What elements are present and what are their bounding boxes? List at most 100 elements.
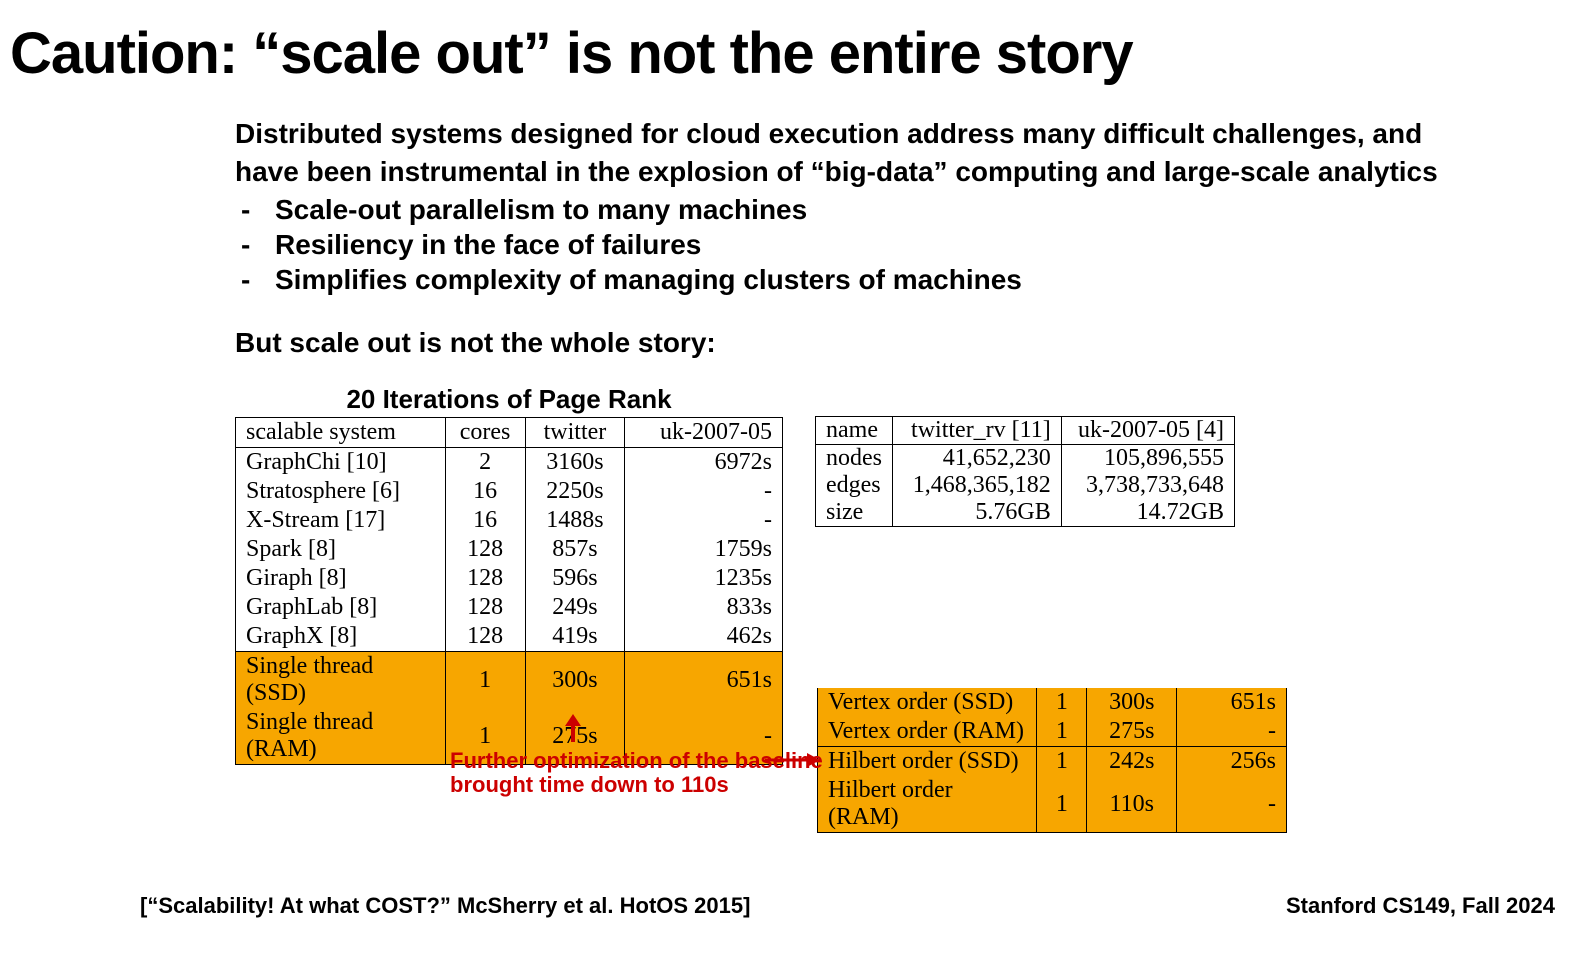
cell-twitter: 1488s — [525, 506, 625, 535]
table-row: X-Stream [17]161488s- — [236, 506, 783, 535]
cell-uk: 14.72GB — [1061, 499, 1234, 527]
cell-uk: - — [625, 506, 783, 535]
cell-cores: 128 — [445, 622, 525, 652]
cell-uk: 6972s — [625, 448, 783, 478]
dash-icon: - — [235, 192, 275, 227]
th-twitter-rv: twitter_rv [11] — [893, 417, 1062, 445]
cell-cores: 128 — [445, 564, 525, 593]
cell-system: Spark [8] — [236, 535, 446, 564]
table-row: Stratosphere [6]162250s- — [236, 477, 783, 506]
bullet-2: Resiliency in the face of failures — [275, 227, 701, 262]
th-cores: cores — [445, 418, 525, 448]
cell-cores: 1 — [1037, 747, 1087, 777]
table-row: Vertex order (SSD)1300s651s — [818, 688, 1287, 717]
main-table-wrap: 20 Iterations of Page Rank scalable syst… — [235, 384, 783, 765]
th-twitter: twitter — [525, 418, 625, 448]
table-row: GraphLab [8]128249s833s — [236, 593, 783, 622]
th-uk-meta: uk-2007-05 [4] — [1061, 417, 1234, 445]
cell-system: Giraph [8] — [236, 564, 446, 593]
intro-line-1: Distributed systems designed for cloud e… — [235, 117, 1585, 151]
cell-twitter: 2250s — [525, 477, 625, 506]
cell-uk: 256s — [1177, 747, 1287, 777]
order-table: Vertex order (SSD)1300s651sVertex order … — [817, 688, 1287, 833]
cell-uk: 1235s — [625, 564, 783, 593]
cell-cores: 16 — [445, 506, 525, 535]
cell-key: nodes — [816, 445, 893, 473]
cell-cores: 128 — [445, 593, 525, 622]
cell-twitter: 242s — [1087, 747, 1177, 777]
intro-line-2: have been instrumental in the explosion … — [235, 155, 1585, 189]
meta-table: name twitter_rv [11] uk-2007-05 [4] node… — [815, 416, 1235, 527]
table-row: edges1,468,365,1823,738,733,648 — [816, 472, 1235, 499]
th-system: scalable system — [236, 418, 446, 448]
cell-system: GraphChi [10] — [236, 448, 446, 478]
main-table: scalable system cores twitter uk-2007-05… — [235, 417, 783, 765]
cell-uk: - — [1177, 776, 1287, 833]
cell-twitter: 300s — [1087, 688, 1177, 717]
meta-table-wrap: name twitter_rv [11] uk-2007-05 [4] node… — [815, 416, 1235, 527]
cell-uk: - — [625, 477, 783, 506]
cell-twitter: 300s — [525, 652, 625, 709]
cell-twitter: 5.76GB — [893, 499, 1062, 527]
cell-uk: 1759s — [625, 535, 783, 564]
cell-system: Hilbert order (RAM) — [818, 776, 1037, 833]
cell-twitter: 1,468,365,182 — [893, 472, 1062, 499]
cell-uk: 105,896,555 — [1061, 445, 1234, 473]
footer-citation: [“Scalability! At what COST?” McSherry e… — [140, 893, 750, 919]
subhead: But scale out is not the whole story: — [235, 327, 1585, 359]
cell-system: GraphLab [8] — [236, 593, 446, 622]
cell-uk: 3,738,733,648 — [1061, 472, 1234, 499]
cell-uk: - — [1177, 717, 1287, 747]
cell-cores: 1 — [1037, 776, 1087, 833]
cell-system: X-Stream [17] — [236, 506, 446, 535]
table-row: Spark [8]128857s1759s — [236, 535, 783, 564]
dash-icon: - — [235, 262, 275, 297]
cell-cores: 128 — [445, 535, 525, 564]
cell-cores: 1 — [1037, 717, 1087, 747]
cell-key: edges — [816, 472, 893, 499]
cell-cores: 2 — [445, 448, 525, 478]
cell-twitter: 249s — [525, 593, 625, 622]
table-row: GraphX [8]128419s462s — [236, 622, 783, 652]
cell-twitter: 419s — [525, 622, 625, 652]
cell-system: GraphX [8] — [236, 622, 446, 652]
cell-system: Stratosphere [6] — [236, 477, 446, 506]
cell-key: size — [816, 499, 893, 527]
cell-twitter: 857s — [525, 535, 625, 564]
cell-cores: 1 — [445, 652, 525, 709]
cell-uk: 833s — [625, 593, 783, 622]
cell-uk: 462s — [625, 622, 783, 652]
cell-system: Single thread (RAM) — [236, 708, 446, 765]
cell-twitter: 41,652,230 — [893, 445, 1062, 473]
annotation-line-1: Further optimization of the baseline — [450, 749, 823, 773]
table-row: Single thread (SSD)1300s651s — [236, 652, 783, 709]
arrow-up-icon — [565, 714, 581, 750]
cell-cores: 16 — [445, 477, 525, 506]
table-row: GraphChi [10]23160s6972s — [236, 448, 783, 478]
annotation-line-2: brought time down to 110s — [450, 773, 823, 797]
cell-uk: 651s — [625, 652, 783, 709]
cell-twitter: 110s — [1087, 776, 1177, 833]
cell-uk: 651s — [1177, 688, 1287, 717]
cell-cores: 1 — [1037, 688, 1087, 717]
table-row: Hilbert order (SSD)1242s256s — [818, 747, 1287, 777]
order-table-wrap: Vertex order (SSD)1300s651sVertex order … — [817, 688, 1287, 833]
annotation: Further optimization of the baseline bro… — [450, 749, 823, 797]
cell-system: Vertex order (RAM) — [818, 717, 1037, 747]
bullet-list: -Scale-out parallelism to many machines … — [235, 192, 1585, 297]
bullet-1: Scale-out parallelism to many machines — [275, 192, 807, 227]
footer-course: Stanford CS149, Fall 2024 — [1286, 893, 1555, 919]
main-table-title: 20 Iterations of Page Rank — [235, 384, 783, 415]
table-row: Hilbert order (RAM)1110s- — [818, 776, 1287, 833]
table-row: Vertex order (RAM)1275s- — [818, 717, 1287, 747]
bullet-3: Simplifies complexity of managing cluste… — [275, 262, 1022, 297]
dash-icon: - — [235, 227, 275, 262]
table-row: size5.76GB14.72GB — [816, 499, 1235, 527]
cell-twitter: 3160s — [525, 448, 625, 478]
cell-system: Single thread (SSD) — [236, 652, 446, 709]
table-row: Giraph [8]128596s1235s — [236, 564, 783, 593]
th-uk: uk-2007-05 — [625, 418, 783, 448]
slide-title: Caution: “scale out” is not the entire s… — [10, 20, 1585, 87]
content-block: Distributed systems designed for cloud e… — [235, 117, 1585, 359]
cell-twitter: 275s — [1087, 717, 1177, 747]
